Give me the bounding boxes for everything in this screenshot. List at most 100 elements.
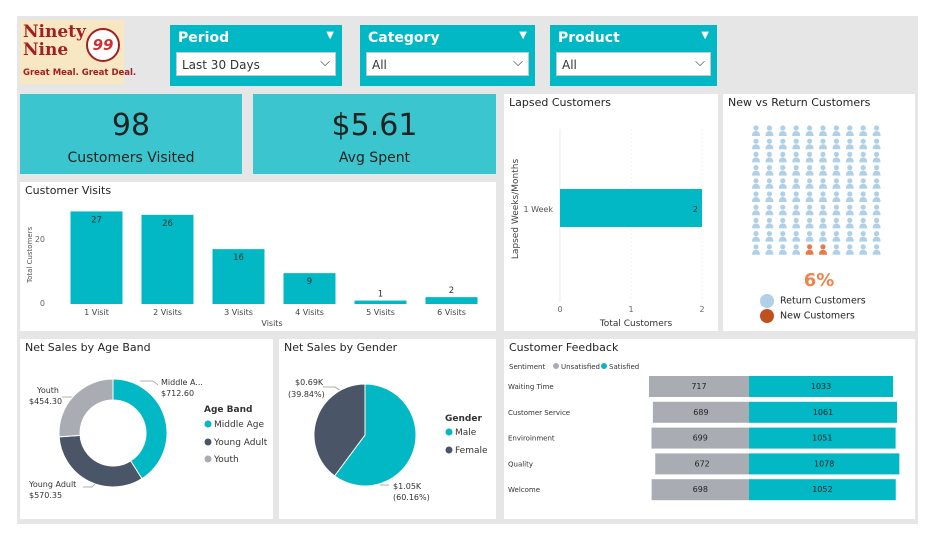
person-body <box>872 249 881 255</box>
person-body <box>832 236 841 242</box>
person-head <box>766 244 772 250</box>
return-customer-icon <box>819 217 827 229</box>
category-slicer[interactable]: Category ▼ All ⌵ <box>360 25 535 86</box>
x-tick: 1 Visit <box>84 308 109 317</box>
y-tick: 0 <box>40 299 45 308</box>
return-customer-icon <box>872 125 881 136</box>
gender-pie[interactable]: $0.69K (39.84%) $1.05K (60.16%) Gender M… <box>279 339 496 519</box>
panel-title: Net Sales by Gender <box>284 341 398 354</box>
product-slicer[interactable]: Product ▼ All ⌵ <box>550 25 717 86</box>
chevron-down-icon[interactable]: ▼ <box>701 30 709 41</box>
customer-feedback-panel[interactable]: Customer Feedback Sentiment Unsatisfied … <box>504 339 915 519</box>
data-label: 717 <box>691 382 706 391</box>
customer-visits-chart[interactable]: Total Customers 20 0 Visits 27 1 Visit 26 2… <box>20 182 496 331</box>
product-dropdown[interactable]: All ⌵ <box>556 52 711 76</box>
period-dropdown[interactable]: Last 30 Days ⌵ <box>176 52 336 76</box>
unsatisfied-bar <box>652 401 749 423</box>
age-band-donut[interactable]: Middle A... $712.60 Young Adult $570.35 … <box>20 339 273 519</box>
leader-line <box>140 380 159 386</box>
category-label: Enviroinment <box>508 435 555 443</box>
return-customer-icon <box>819 231 827 242</box>
customer-feedback-chart[interactable]: Sentiment Unsatisfied Satisfied Waiting … <box>504 339 915 519</box>
return-customer-icon <box>845 244 854 255</box>
return-customer-icon <box>859 151 868 163</box>
x-tick: 4 Visits <box>295 308 324 317</box>
return-customer-icon <box>752 165 760 176</box>
person-body <box>778 183 787 189</box>
return-customer-icon <box>845 125 854 136</box>
person-head <box>860 244 866 250</box>
category-dropdown[interactable]: All ⌵ <box>366 52 529 76</box>
person-head <box>833 244 839 250</box>
person-body <box>792 223 801 229</box>
person-body <box>805 183 814 189</box>
return-customer-icon <box>752 125 760 136</box>
person-head <box>833 204 839 210</box>
person-head <box>820 217 826 223</box>
return-customer-icon <box>765 125 774 136</box>
x-tick: 2 Visits <box>153 308 182 317</box>
person-body <box>819 236 827 242</box>
period-slicer[interactable]: Period ▼ Last 30 Days ⌵ <box>170 25 342 86</box>
person-body <box>859 170 868 176</box>
return-customer-icon <box>872 178 881 189</box>
return-customer-icon <box>859 231 868 242</box>
legend-label: Youth <box>213 455 239 465</box>
person-head <box>780 178 786 184</box>
customer-pictograph[interactable] <box>723 94 915 331</box>
person-body <box>832 183 841 189</box>
return-customer-icon <box>859 165 868 176</box>
return-customer-icon <box>765 165 774 176</box>
return-customer-icon <box>832 191 841 202</box>
person-body <box>872 157 881 163</box>
person-body <box>859 144 868 150</box>
data-label: 2 <box>449 286 454 296</box>
person-body <box>845 131 854 136</box>
slicer-label: Category <box>368 30 440 46</box>
chevron-down-icon[interactable]: ⌵ <box>695 55 705 70</box>
slicer-value: Last 30 Days <box>182 58 260 72</box>
return-customer-icon <box>752 231 760 242</box>
lapsed-customers-panel[interactable]: Lapsed Customers Lapsed Weeks/Months 1 W… <box>504 94 718 331</box>
data-label: 16 <box>233 253 244 263</box>
chevron-down-icon[interactable]: ▼ <box>519 30 527 41</box>
return-customer-icon <box>872 217 881 229</box>
person-body <box>805 223 814 229</box>
person-body <box>859 210 868 216</box>
legend-label: Young Adult <box>213 438 268 448</box>
return-customer-icon <box>819 191 827 202</box>
satisfied-bar <box>749 453 900 475</box>
person-head <box>833 151 839 157</box>
person-body <box>765 210 774 216</box>
legend-swatch <box>445 446 453 454</box>
chevron-down-icon[interactable]: ▼ <box>326 30 334 41</box>
person-body <box>778 249 787 255</box>
chevron-down-icon[interactable]: ⌵ <box>513 55 523 70</box>
person-head <box>820 151 826 157</box>
legend-label: Unsatisfied <box>561 363 600 371</box>
person-head <box>807 165 813 171</box>
person-head <box>793 217 799 223</box>
return-customer-icon <box>845 138 854 150</box>
person-head <box>793 151 799 157</box>
new-vs-return-panel[interactable]: New vs Return Customers 6% Return Custom… <box>723 94 915 331</box>
person-head <box>780 217 786 223</box>
customer-visits-panel[interactable]: Customer Visits Total Customers 20 0 Vis… <box>20 182 496 331</box>
return-customer-icon <box>805 217 814 229</box>
age-band-panel[interactable]: Net Sales by Age Band Middle A... $712.6… <box>20 339 273 519</box>
chevron-down-icon[interactable]: ⌵ <box>320 55 330 70</box>
person-body <box>819 157 827 163</box>
person-head <box>874 244 880 250</box>
return-customer-icon <box>765 191 774 202</box>
person-body <box>872 131 881 136</box>
return-customer-icon <box>792 178 801 189</box>
person-body <box>845 223 854 229</box>
person-body <box>819 197 827 202</box>
return-customer-icon <box>792 165 801 176</box>
person-head <box>793 138 799 144</box>
return-customer-icon <box>859 244 868 255</box>
lapsed-customers-chart[interactable]: Lapsed Weeks/Months 1 Week 0 1 2 Total C… <box>504 94 718 331</box>
customers-visited-card: 98 Customers Visited <box>20 94 242 174</box>
gender-panel[interactable]: Net Sales by Gender $0.69K (39.84%) $1.0… <box>279 339 496 519</box>
person-body <box>845 197 854 202</box>
